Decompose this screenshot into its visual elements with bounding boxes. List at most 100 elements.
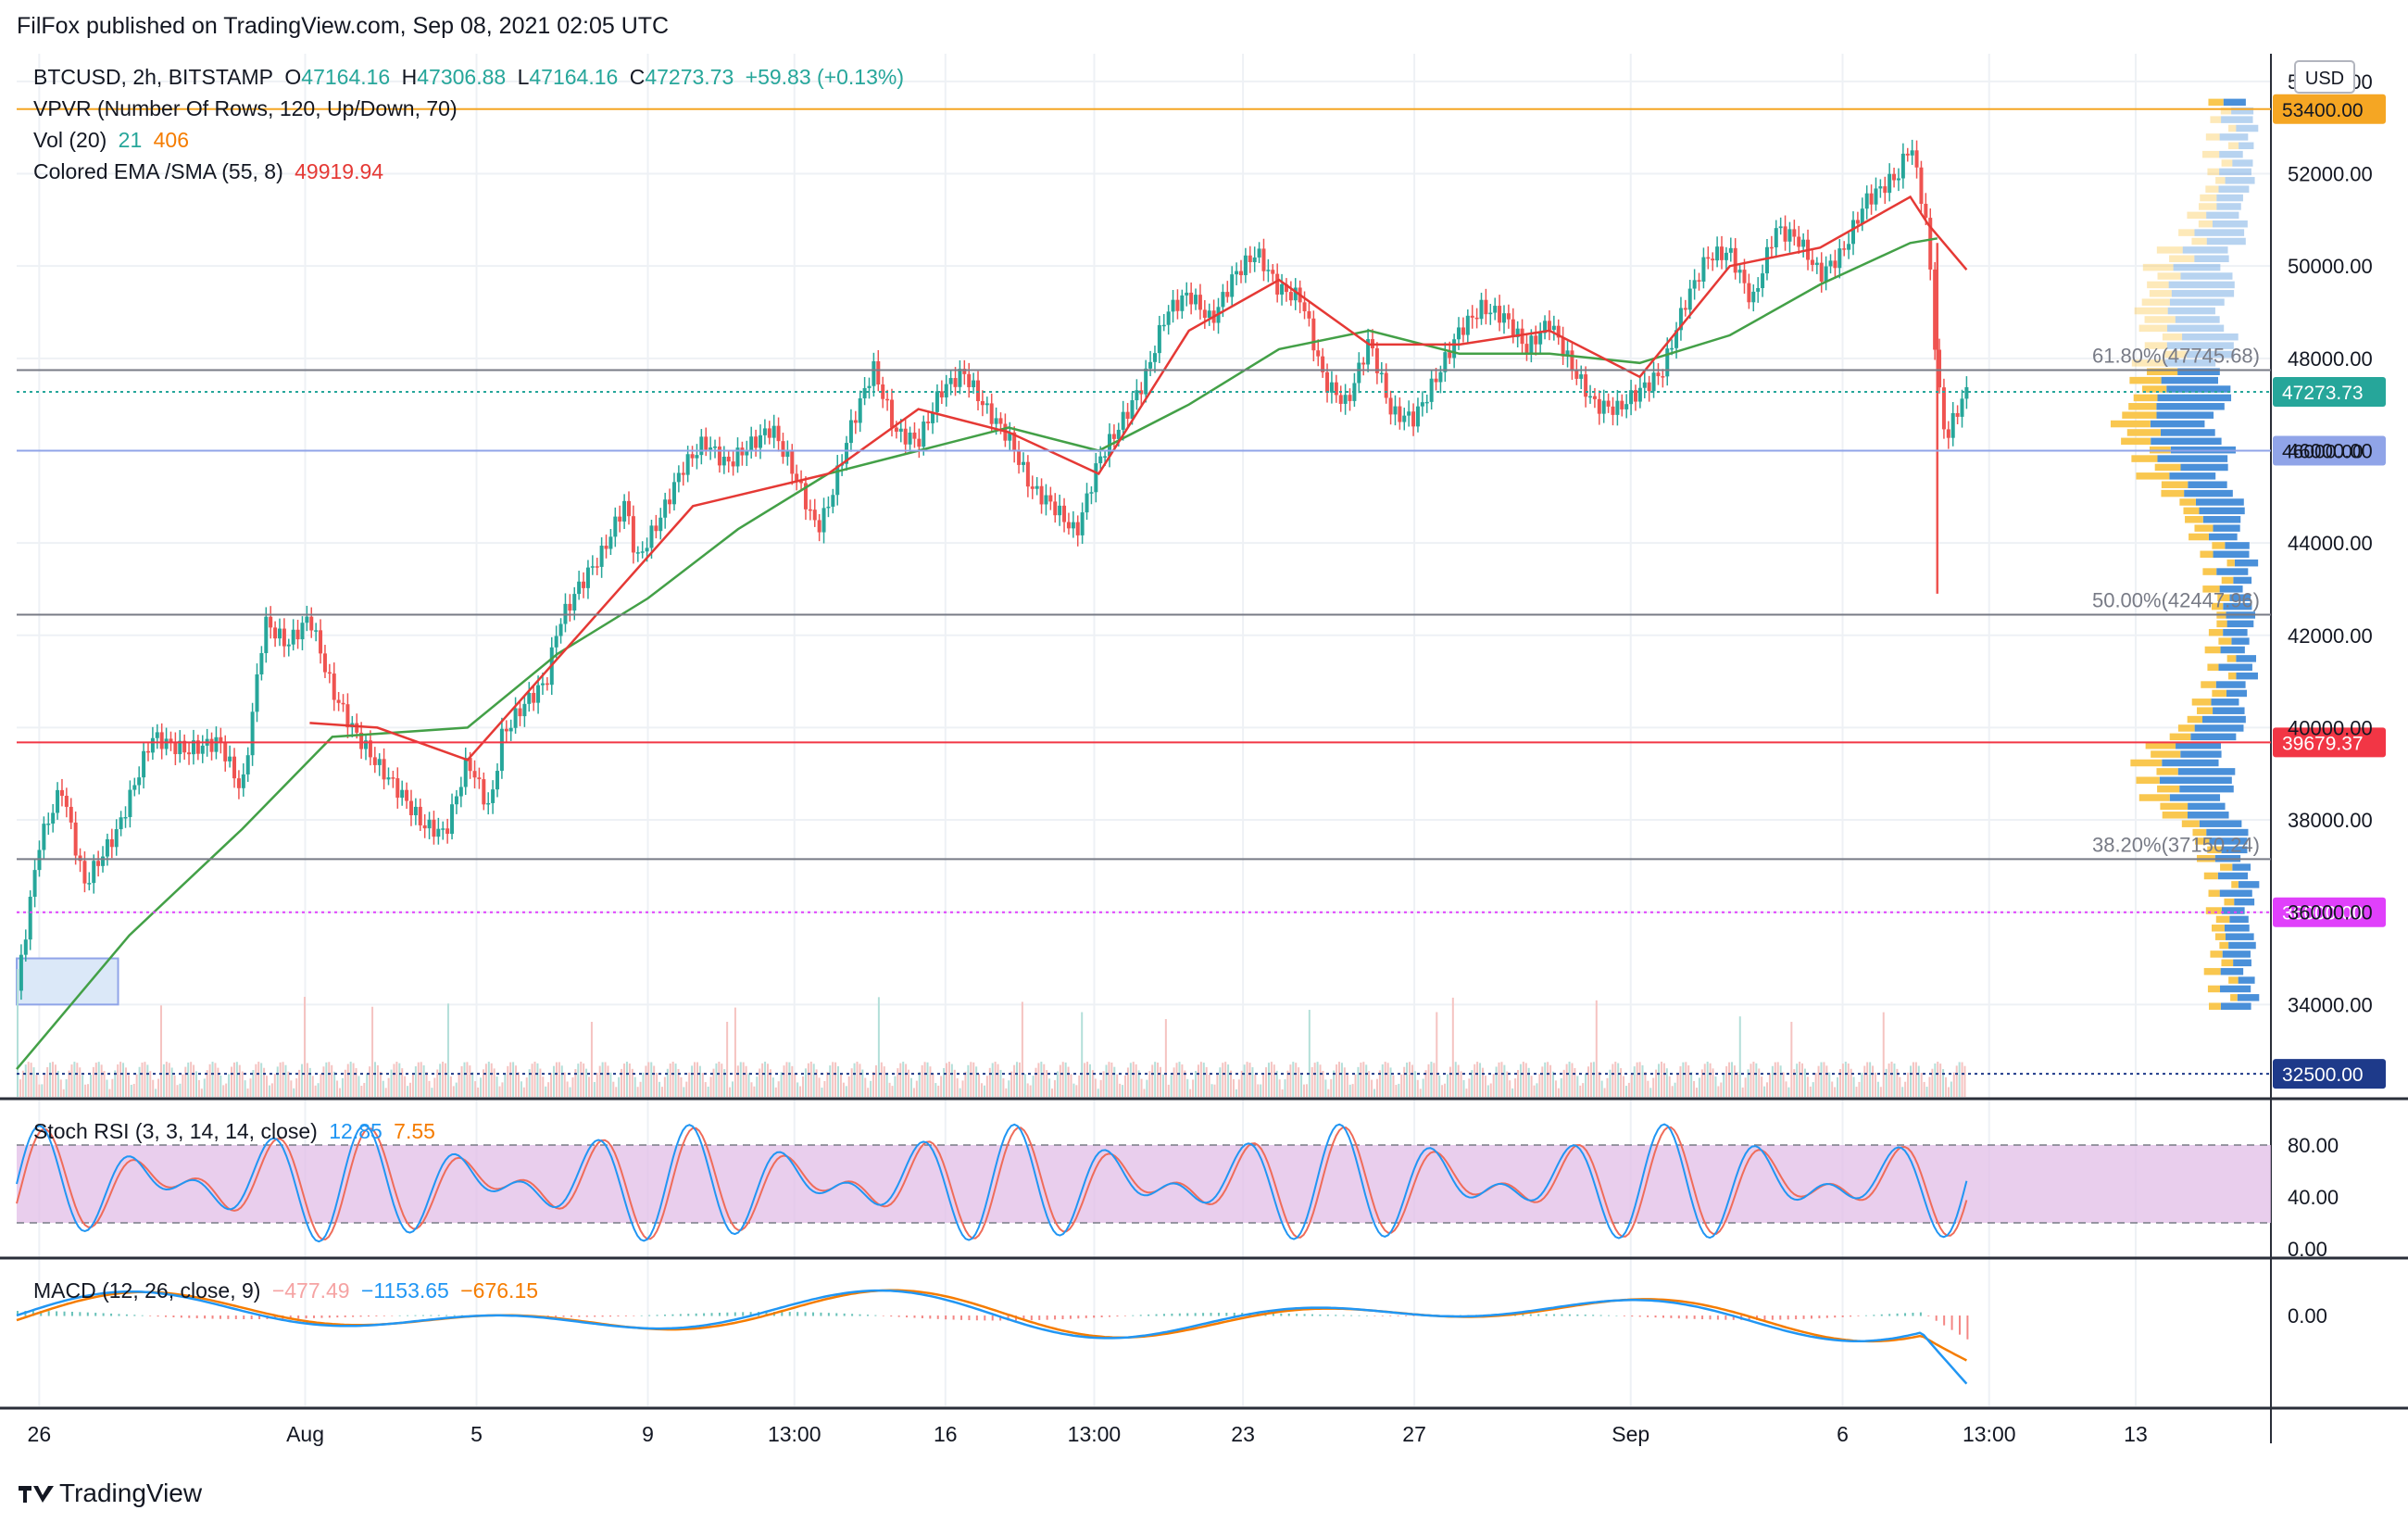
- volume-bar: [35, 1075, 38, 1097]
- candle-body: [169, 738, 173, 742]
- time-tick-label: Aug: [286, 1422, 324, 1446]
- macd-hist-bar: [851, 1314, 854, 1316]
- candle-body: [1329, 382, 1334, 393]
- time-tick-label: 16: [934, 1422, 958, 1446]
- candle-body: [618, 516, 622, 522]
- volume-bar: [474, 1081, 477, 1097]
- candle-body: [867, 385, 872, 388]
- tradingview-logo[interactable]: TradingView: [17, 1479, 202, 1508]
- candle-body: [1592, 396, 1597, 399]
- vpvr-bar-down: [2236, 672, 2258, 680]
- vpvr-bar-up: [2195, 837, 2210, 845]
- candle-body: [463, 758, 468, 787]
- macd-hist-bar: [1529, 1314, 1532, 1316]
- volume-bar: [1424, 1070, 1427, 1097]
- volume-bar: [1638, 1062, 1641, 1097]
- macd-hist-bar: [936, 1315, 939, 1319]
- candle-body: [944, 384, 948, 397]
- volume-bar: [152, 1079, 155, 1097]
- macd-hist-bar: [250, 1315, 253, 1320]
- volume-bar: [826, 1072, 829, 1097]
- ema-legend: Colored EMA /SMA (55, 8) 49919.94: [33, 159, 389, 184]
- vpvr-bar-down: [2171, 290, 2235, 297]
- time-tick-label: 9: [642, 1422, 654, 1446]
- candle-body: [1393, 406, 1398, 415]
- volume-bar: [1803, 1068, 1806, 1097]
- candle-body: [1185, 292, 1189, 296]
- volume-bar: [1872, 1065, 1875, 1097]
- volume-bar: [420, 1062, 422, 1097]
- macd-hist-bar: [555, 1315, 558, 1317]
- volume-bar: [1736, 1072, 1738, 1097]
- vpvr-bar-up: [2198, 220, 2213, 228]
- volume-bar: [1281, 1089, 1284, 1097]
- macd-hist-bar: [79, 1312, 82, 1316]
- candle-body: [101, 856, 106, 866]
- volume-bar: [1330, 1078, 1333, 1097]
- macd-hist-bar: [1054, 1315, 1057, 1320]
- volume-bar: [1137, 1070, 1140, 1097]
- candle-body: [1787, 229, 1792, 242]
- volume-bar: [1869, 1062, 1872, 1097]
- volume-bar: [355, 1067, 357, 1097]
- candle-body: [767, 428, 771, 438]
- candle-body: [1062, 505, 1067, 522]
- candle-body: [876, 360, 881, 385]
- volume-bar: [888, 1082, 891, 1097]
- macd-hist-bar: [359, 1315, 362, 1317]
- vpvr-bar-up: [2162, 333, 2183, 341]
- candle-body: [848, 420, 853, 444]
- volume-bar: [1386, 1063, 1389, 1097]
- volume-bar: [536, 1063, 539, 1097]
- volume-bar: [422, 1064, 425, 1097]
- candle-body: [187, 752, 192, 755]
- macd-hist-bar: [1553, 1314, 1556, 1316]
- volume-bar: [593, 1081, 596, 1097]
- candle-body: [845, 443, 849, 464]
- volume-bar: [287, 1071, 290, 1097]
- volume-bar: [122, 1063, 125, 1097]
- candle-body: [1792, 229, 1797, 237]
- macd-hist-bar: [1795, 1315, 1798, 1320]
- volume-bar: [937, 1085, 940, 1097]
- volume-bar: [621, 1068, 623, 1097]
- volume-bar: [222, 1085, 225, 1097]
- volume-bar: [1904, 1081, 1907, 1097]
- volume-bar: [1105, 1064, 1108, 1097]
- volume-bar: [1662, 1063, 1665, 1097]
- macd-hist-bar: [975, 1315, 978, 1321]
- vpvr-bar-down: [2177, 768, 2236, 775]
- volume-bar: [373, 1062, 376, 1097]
- macd-hist-bar: [1093, 1315, 1096, 1318]
- volume-bar: [1533, 1085, 1536, 1097]
- volume-bar: [132, 1083, 135, 1097]
- volume-bar: [1260, 1084, 1262, 1097]
- volume-bar: [1097, 1089, 1099, 1097]
- volume-bar: [1053, 1080, 1056, 1097]
- candle-body: [319, 630, 323, 654]
- volume-bar: [1741, 1087, 1744, 1097]
- volume-bar: [1381, 1064, 1384, 1097]
- volume-bar: [1655, 1069, 1658, 1097]
- volume-bar: [981, 1083, 984, 1097]
- vpvr-bar-up: [2231, 881, 2239, 888]
- candle-body: [400, 789, 405, 799]
- candle-body: [1420, 402, 1424, 407]
- volume-bar: [1498, 1062, 1500, 1097]
- macd-hist-bar: [1818, 1315, 1821, 1319]
- macd-hist-bar: [1608, 1315, 1611, 1316]
- candle-body: [513, 708, 518, 728]
- vpvr-bar-up: [2191, 699, 2212, 706]
- price-axis-badge: [2273, 377, 2386, 408]
- volume-bar: [872, 1072, 875, 1097]
- macd-hist-bar: [960, 1315, 963, 1320]
- volume-bar: [466, 1062, 469, 1097]
- candle-body: [105, 838, 109, 857]
- vpvr-bar-up: [2218, 637, 2232, 645]
- volume-bar: [1061, 1062, 1064, 1097]
- volume-bar: [623, 1064, 626, 1097]
- candle-body: [1928, 218, 1933, 270]
- candle-body: [699, 436, 704, 456]
- volume-bar: [1758, 1068, 1761, 1097]
- candle-body: [1506, 313, 1511, 320]
